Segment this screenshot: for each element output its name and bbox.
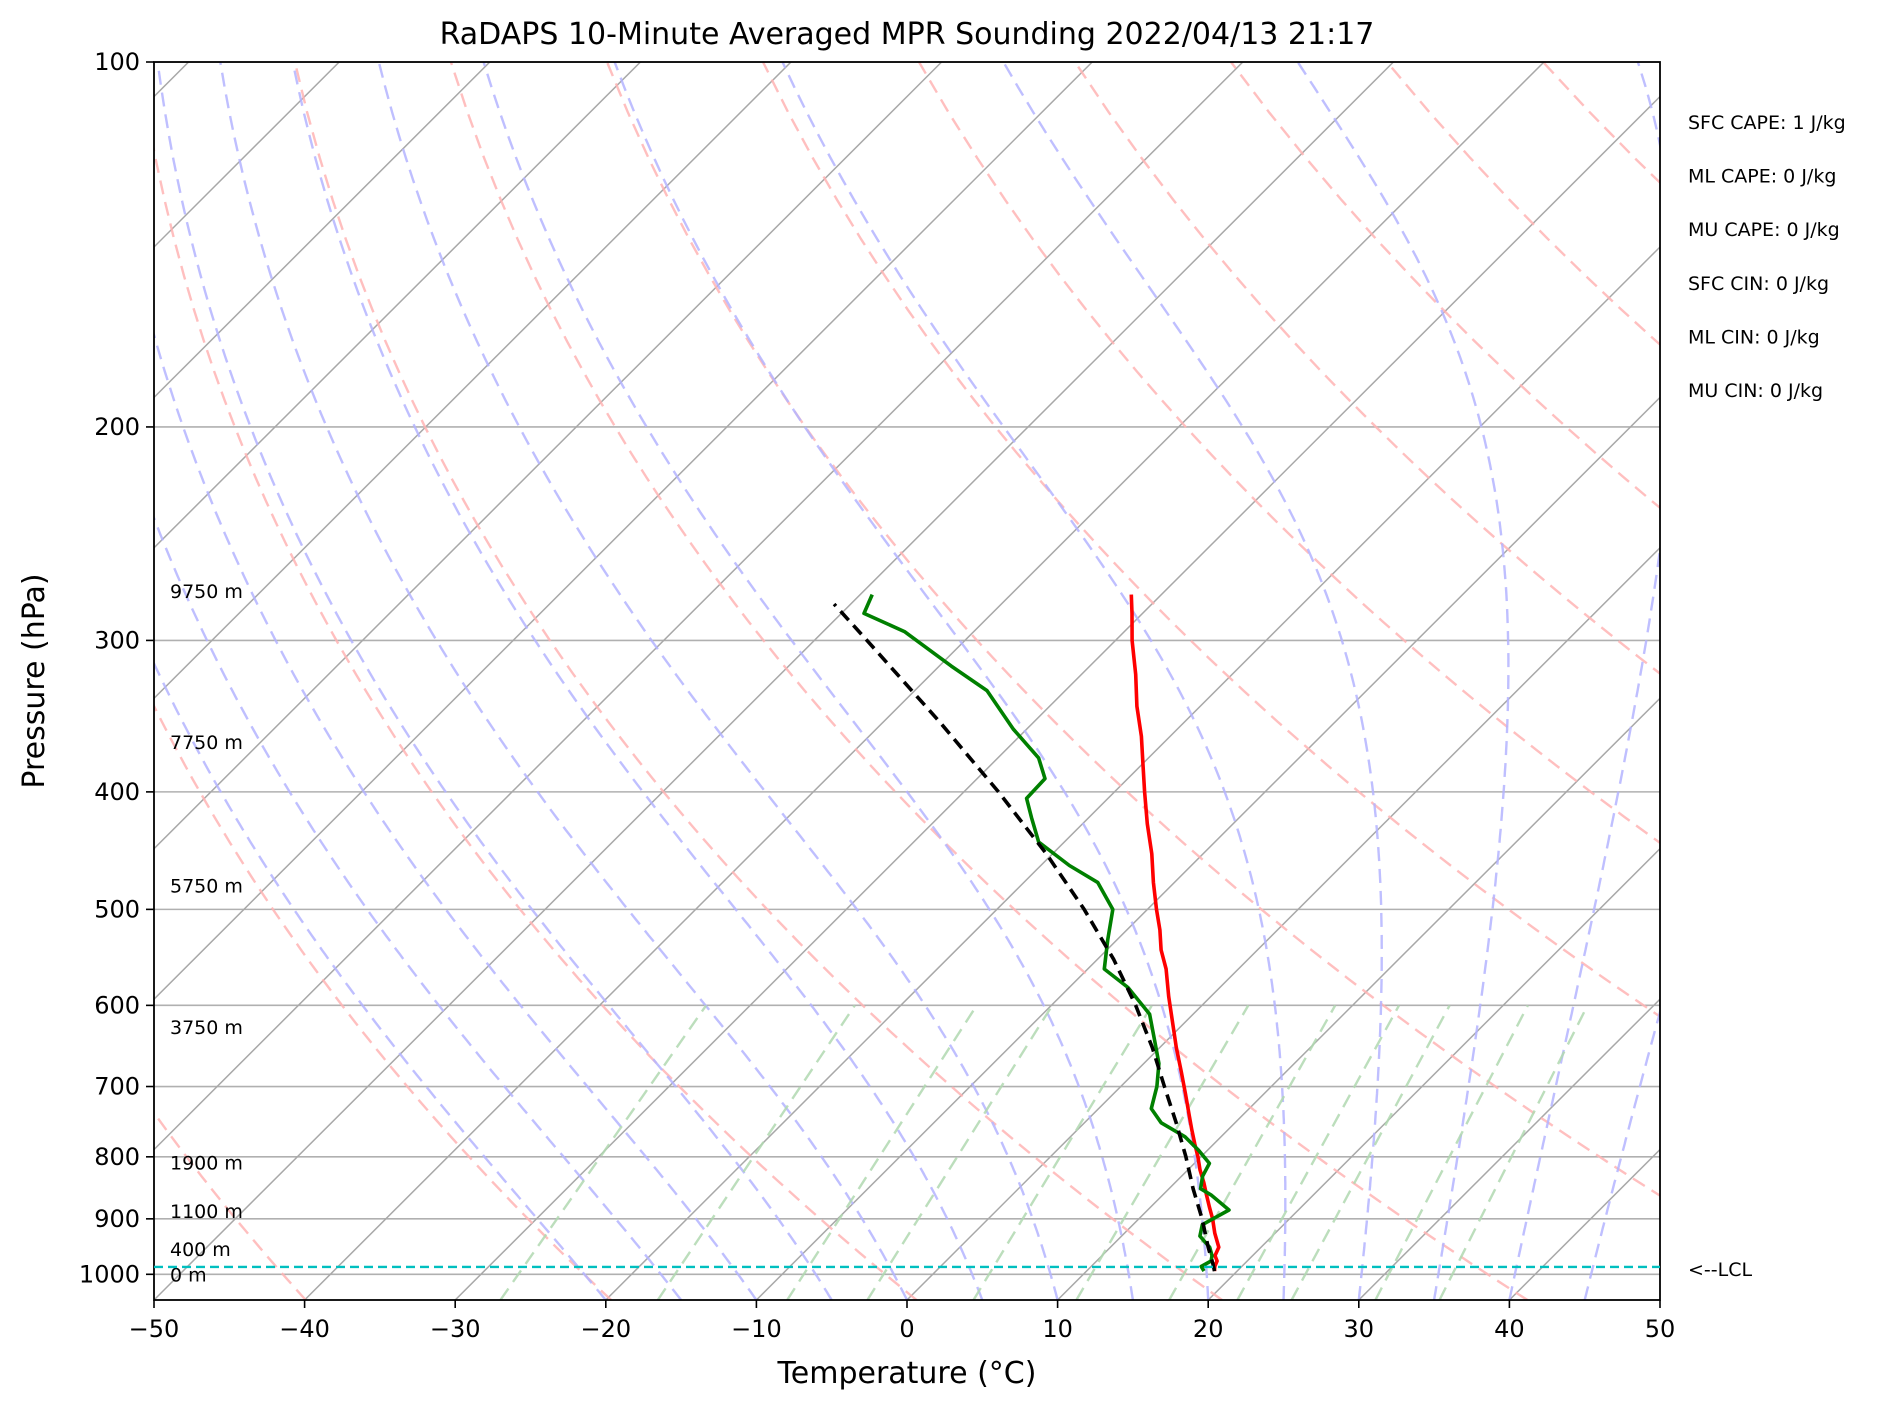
height-label: 0 m: [170, 1264, 207, 1286]
moist-adiabat-line: [219, 62, 909, 1300]
height-label: 1900 m: [170, 1153, 243, 1175]
sounding-series: [832, 593, 1231, 1273]
height-label: 3750 m: [170, 1017, 243, 1039]
x-tick-label: −20: [580, 1315, 631, 1343]
x-tick-label: 40: [1494, 1315, 1525, 1343]
dry-adiabat-line: [154, 703, 613, 1300]
moist-adiabat-line: [482, 62, 1135, 1300]
moist-adiabat-line: [1583, 1007, 1660, 1300]
moist-adiabat-line: [613, 62, 1210, 1300]
background-lines: [154, 62, 1660, 1300]
x-tick-label: −30: [430, 1315, 481, 1343]
x-tick-label: −10: [731, 1315, 782, 1343]
isotherm-line: [154, 62, 1394, 1300]
dry-adiabat-line: [917, 62, 1660, 845]
mixing-ratio-line: [1374, 1004, 1529, 1300]
x-tick-label: 0: [899, 1315, 914, 1343]
parcel-profile-line: [832, 602, 1217, 1272]
lcl-label: <--LCL: [1688, 1259, 1752, 1281]
index-label: MU CAPE: 0 J/kg: [1688, 219, 1840, 241]
mixing-ratio-line: [972, 1004, 1153, 1300]
moist-adiabat-line: [154, 514, 683, 1300]
moist-adiabat-line: [377, 62, 1059, 1300]
mixing-ratio-line: [1236, 1004, 1401, 1300]
isotherm-line: [906, 546, 1660, 1300]
isotherm-line: [1057, 697, 1660, 1300]
chart-title: RaDAPS 10-Minute Averaged MPR Sounding 2…: [440, 17, 1375, 52]
y-tick-label: 300: [94, 626, 140, 654]
y-tick-label: 100: [94, 48, 140, 76]
isotherm-line: [154, 62, 1093, 1001]
index-label: ML CIN: 0 J/kg: [1688, 326, 1820, 348]
isotherm-line: [154, 62, 491, 399]
isotherm-line: [454, 95, 1660, 1300]
lcl-marker: <--LCL: [154, 1259, 1752, 1281]
x-axis-title: Temperature (°C): [777, 1356, 1037, 1391]
dry-adiabat-line: [449, 62, 1529, 1300]
x-axis: −50 −40 −30 −20 −10 0 10 20 30 40 50: [129, 1300, 1676, 1343]
isotherm-line: [1358, 998, 1660, 1300]
temperature-profile-line: [1129, 594, 1221, 1272]
moist-adiabat-line: [1002, 62, 1383, 1300]
moist-adiabat-line: [291, 62, 984, 1300]
dry-adiabat-line: [154, 1110, 307, 1300]
y-axis: 1000 900 800 700 600 500 400 300 200 100: [79, 48, 154, 1288]
y-tick-label: 900: [94, 1205, 140, 1233]
isotherm-line: [1207, 847, 1660, 1300]
height-label: 400 m: [170, 1239, 231, 1261]
moist-adiabat-line: [154, 330, 758, 1300]
y-axis-title: Pressure (hPa): [17, 573, 52, 788]
index-label: ML CAPE: 0 J/kg: [1688, 166, 1836, 188]
y-tick-label: 200: [94, 413, 140, 441]
x-tick-label: −50: [129, 1315, 180, 1343]
isotherm-line: [154, 62, 641, 549]
mixing-ratio-line: [656, 1004, 856, 1300]
isotherm-line: [154, 62, 943, 850]
y-tick-label: 700: [94, 1073, 140, 1101]
height-label: 7750 m: [170, 732, 243, 754]
height-label: 9750 m: [170, 581, 243, 603]
moist-adiabat-line: [1508, 62, 1660, 1300]
height-label: 1100 m: [170, 1201, 243, 1223]
y-tick-label: 800: [94, 1143, 140, 1171]
height-labels: 0 m 400 m 1100 m 1900 m 3750 m 5750 m 7750 m 97…: [170, 581, 243, 1287]
y-tick-label: 1000: [79, 1260, 140, 1288]
index-label: SFC CAPE: 1 J/kg: [1688, 112, 1846, 134]
index-label: MU CIN: 0 J/kg: [1688, 380, 1823, 402]
mixing-ratio-line: [1075, 1004, 1250, 1300]
mixing-ratio-line: [1168, 1004, 1337, 1300]
thermo-indices: SFC CAPE: 1 J/kg ML CAPE: 0 J/kg MU CAPE: …: [1688, 112, 1846, 402]
dry-adiabat-line: [293, 62, 1223, 1300]
mixing-ratio-line: [866, 1004, 1054, 1300]
isotherm-line: [605, 245, 1660, 1300]
isotherm-line: [154, 62, 1244, 1151]
isotherm-line: [755, 396, 1660, 1300]
isotherm-line: [154, 62, 792, 700]
x-tick-label: −40: [279, 1315, 330, 1343]
height-label: 5750 m: [170, 876, 243, 898]
y-tick-label: 600: [94, 991, 140, 1019]
mixing-ratio-line: [786, 1004, 978, 1300]
x-tick-label: 50: [1645, 1315, 1676, 1343]
moist-adiabat-line: [1296, 62, 1510, 1300]
moist-adiabat-line: [154, 660, 607, 1300]
index-label: SFC CIN: 0 J/kg: [1688, 273, 1829, 295]
dry-adiabat-line: [154, 144, 918, 1300]
mixing-ratio-line: [1438, 1004, 1589, 1300]
dry-adiabat-line: [1074, 62, 1660, 676]
dry-adiabat-line: [605, 62, 1660, 1198]
y-tick-label: 500: [94, 895, 140, 923]
moist-adiabat-line: [156, 62, 833, 1300]
y-tick-label: 400: [94, 778, 140, 806]
x-tick-label: 20: [1193, 1315, 1224, 1343]
moist-adiabat-line: [781, 62, 1287, 1300]
mixing-ratio-line: [1290, 1004, 1451, 1300]
mixing-ratio-line: [499, 1004, 708, 1300]
x-tick-label: 30: [1344, 1315, 1375, 1343]
x-tick-label: 10: [1042, 1315, 1073, 1343]
